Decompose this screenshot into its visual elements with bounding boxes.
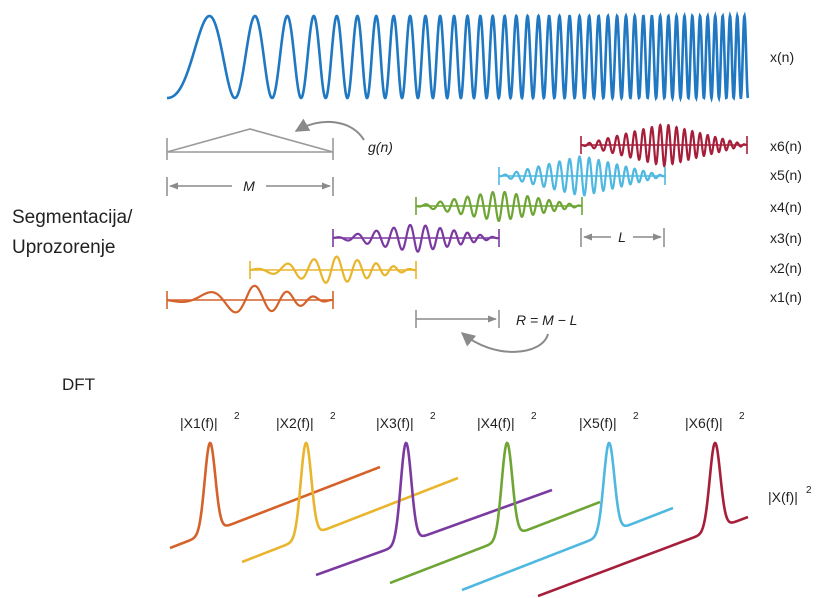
spectrum-5 — [461, 441, 674, 592]
spectrum-exponent-1: 2 — [234, 411, 240, 422]
total-spectrum-text: |X(f)| — [768, 489, 798, 505]
spectrum-curve — [241, 441, 459, 564]
spectrum-curve — [169, 441, 381, 550]
segment-3 — [332, 223, 500, 253]
segment-wave — [580, 123, 748, 168]
window-pointer-arrow — [294, 118, 365, 141]
spectrum-label-6: |X6(f)| — [685, 415, 723, 431]
signal-label: x(n) — [770, 49, 794, 65]
segmentation-label-line2: Uprozorenje — [12, 237, 116, 258]
spectrum-exponent-3: 2 — [430, 411, 436, 422]
segment-2 — [249, 255, 417, 284]
window-length-dimension — [166, 177, 334, 196]
spectrum-label-4: |X4(f)| — [477, 415, 515, 431]
hop-label: R = M − L — [516, 312, 577, 328]
hop-dimension — [415, 310, 500, 328]
spectrum-label-2: |X2(f)| — [276, 415, 314, 431]
window-function — [166, 128, 334, 160]
segment-wave — [415, 190, 583, 223]
segment-label-4: x4(n) — [770, 199, 802, 215]
window-length-label: M — [243, 178, 255, 194]
segment-1 — [166, 284, 334, 314]
overlap-label: L — [618, 229, 626, 245]
segment-label-1: x1(n) — [770, 289, 802, 305]
overlap-dimension — [580, 228, 665, 247]
segmentation-label-line1: Segmentacija/ — [12, 207, 133, 228]
spectrum-exponent-5: 2 — [633, 411, 639, 422]
spectrum-exponent-6: 2 — [739, 411, 745, 422]
spectrum-curve — [315, 441, 553, 577]
total-spectrum-exponent: 2 — [806, 485, 812, 496]
spectrum-curve — [461, 441, 674, 592]
segment-6 — [580, 123, 748, 168]
segment-label-5: x5(n) — [770, 167, 802, 183]
spectrum-curve — [537, 441, 749, 598]
hop-pointer-arrow — [460, 332, 549, 353]
spectrum-1 — [169, 441, 381, 550]
segment-5 — [498, 155, 666, 197]
segment-wave — [166, 284, 334, 314]
spectrum-label-1: |X1(f)| — [180, 415, 218, 431]
window-label: g(n) — [368, 139, 393, 155]
spectrum-6 — [537, 441, 749, 598]
spectrum-exponent-2: 2 — [330, 411, 336, 422]
segment-wave — [332, 223, 500, 253]
spectrum-exponent-4: 2 — [531, 411, 537, 422]
spectrum-curve — [389, 441, 601, 585]
segment-wave — [498, 155, 666, 197]
spectrum-label-5: |X5(f)| — [579, 415, 617, 431]
segment-label-2: x2(n) — [770, 260, 802, 276]
total-spectrum-label: |X(f)| 2 — [768, 485, 812, 505]
dft-label: DFT — [62, 375, 95, 394]
spectra — [169, 441, 749, 598]
segment-wave — [249, 255, 417, 284]
segment-label-6: x6(n) — [770, 138, 802, 154]
windowed-segments — [166, 123, 748, 314]
spectrum-4 — [389, 441, 601, 585]
spectrum-2 — [241, 441, 459, 564]
segment-label-3: x3(n) — [770, 230, 802, 246]
spectrum-3 — [315, 441, 553, 577]
spectrum-label-3: |X3(f)| — [376, 415, 414, 431]
chirp-signal-wave — [167, 11, 750, 103]
segment-4 — [415, 190, 583, 223]
